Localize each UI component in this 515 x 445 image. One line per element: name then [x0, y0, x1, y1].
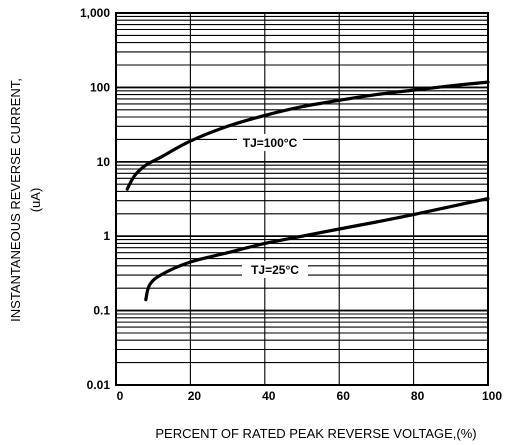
y-tick-label: 10 — [97, 155, 111, 169]
annotation-tj-25c: TJ=25°C — [251, 263, 299, 277]
x-tick-label: 20 — [188, 389, 202, 403]
annotation-bg — [242, 261, 308, 278]
x-tick-label: 40 — [262, 389, 276, 403]
x-axis-title: PERCENT OF RATED PEAK REVERSE VOLTAGE,(%… — [155, 426, 476, 441]
y-tick-label: 0.01 — [87, 378, 111, 392]
series-line-tj-25c — [144, 197, 490, 302]
y-tick-label: 1,000 — [80, 6, 110, 20]
series-lines — [125, 80, 490, 302]
series-line-tj-100c — [125, 80, 490, 191]
x-tick-label: 100 — [482, 389, 502, 403]
y-axis-unit: (uA) — [28, 188, 43, 213]
series-annotations: TJ=100°C TJ=25°C — [237, 134, 308, 278]
grid — [116, 12, 488, 386]
x-tick-label: 0 — [117, 389, 124, 403]
x-tick-label: 80 — [411, 389, 425, 403]
y-tick-label: 100 — [90, 80, 110, 94]
plot-frame — [115, 12, 489, 386]
x-tick-label: 60 — [337, 389, 351, 403]
y-axis-title: INSTANTANEOUS REVERSE CURRENT, — [8, 78, 23, 322]
tick-labels: 0 20 40 60 80 100 0.01 0.1 1 10 100 1,000 — [80, 6, 502, 403]
y-tick-label: 1 — [103, 229, 110, 243]
annotation-bg — [237, 134, 303, 151]
annotation-tj-100c: TJ=100°C — [243, 136, 298, 150]
y-tick-label: 0.1 — [93, 304, 110, 318]
